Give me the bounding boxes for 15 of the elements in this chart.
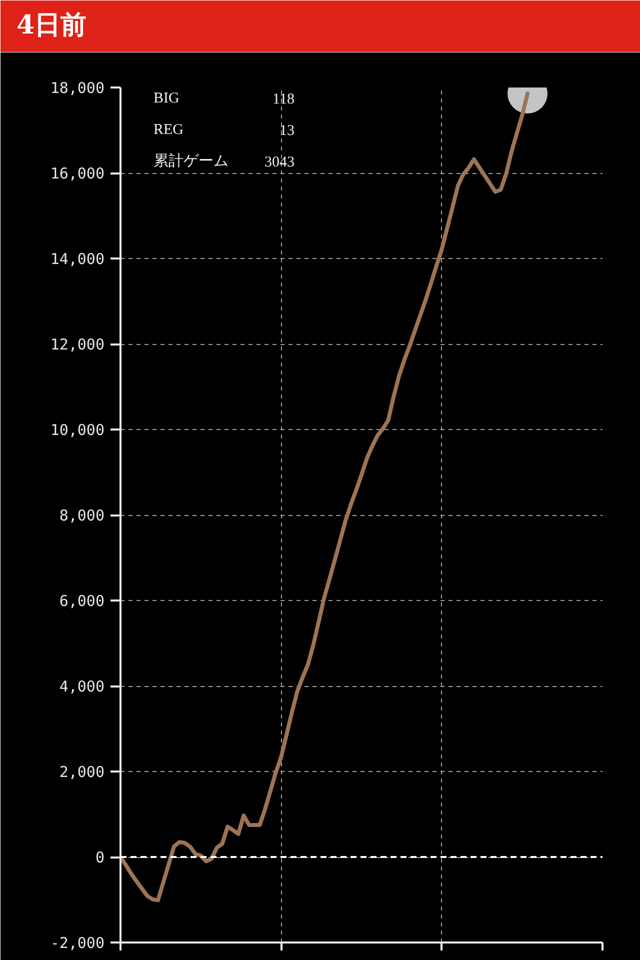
text: 累計ゲーム 3043: [154, 154, 294, 170]
y-tick-label: 18,000: [50, 79, 105, 97]
y-tick-label: 4,000: [59, 678, 104, 696]
y-tick-label: 2,000: [59, 763, 104, 781]
y-tick-label: 8,000: [59, 506, 104, 524]
y-tick-label: -2,000: [50, 934, 105, 952]
y-tick-label: 12,000: [50, 336, 105, 354]
y-tick-label: 16,000: [50, 164, 105, 182]
y-tick-label: 0: [95, 848, 104, 866]
y-tick-label: 14,000: [50, 250, 105, 268]
chart-title: 4日前: [16, 10, 87, 40]
text: REG 13: [154, 122, 294, 139]
y-tick-label: 6,000: [59, 592, 104, 610]
text: BIG 118: [154, 90, 295, 108]
y-tick-label: 10,000: [50, 421, 105, 439]
